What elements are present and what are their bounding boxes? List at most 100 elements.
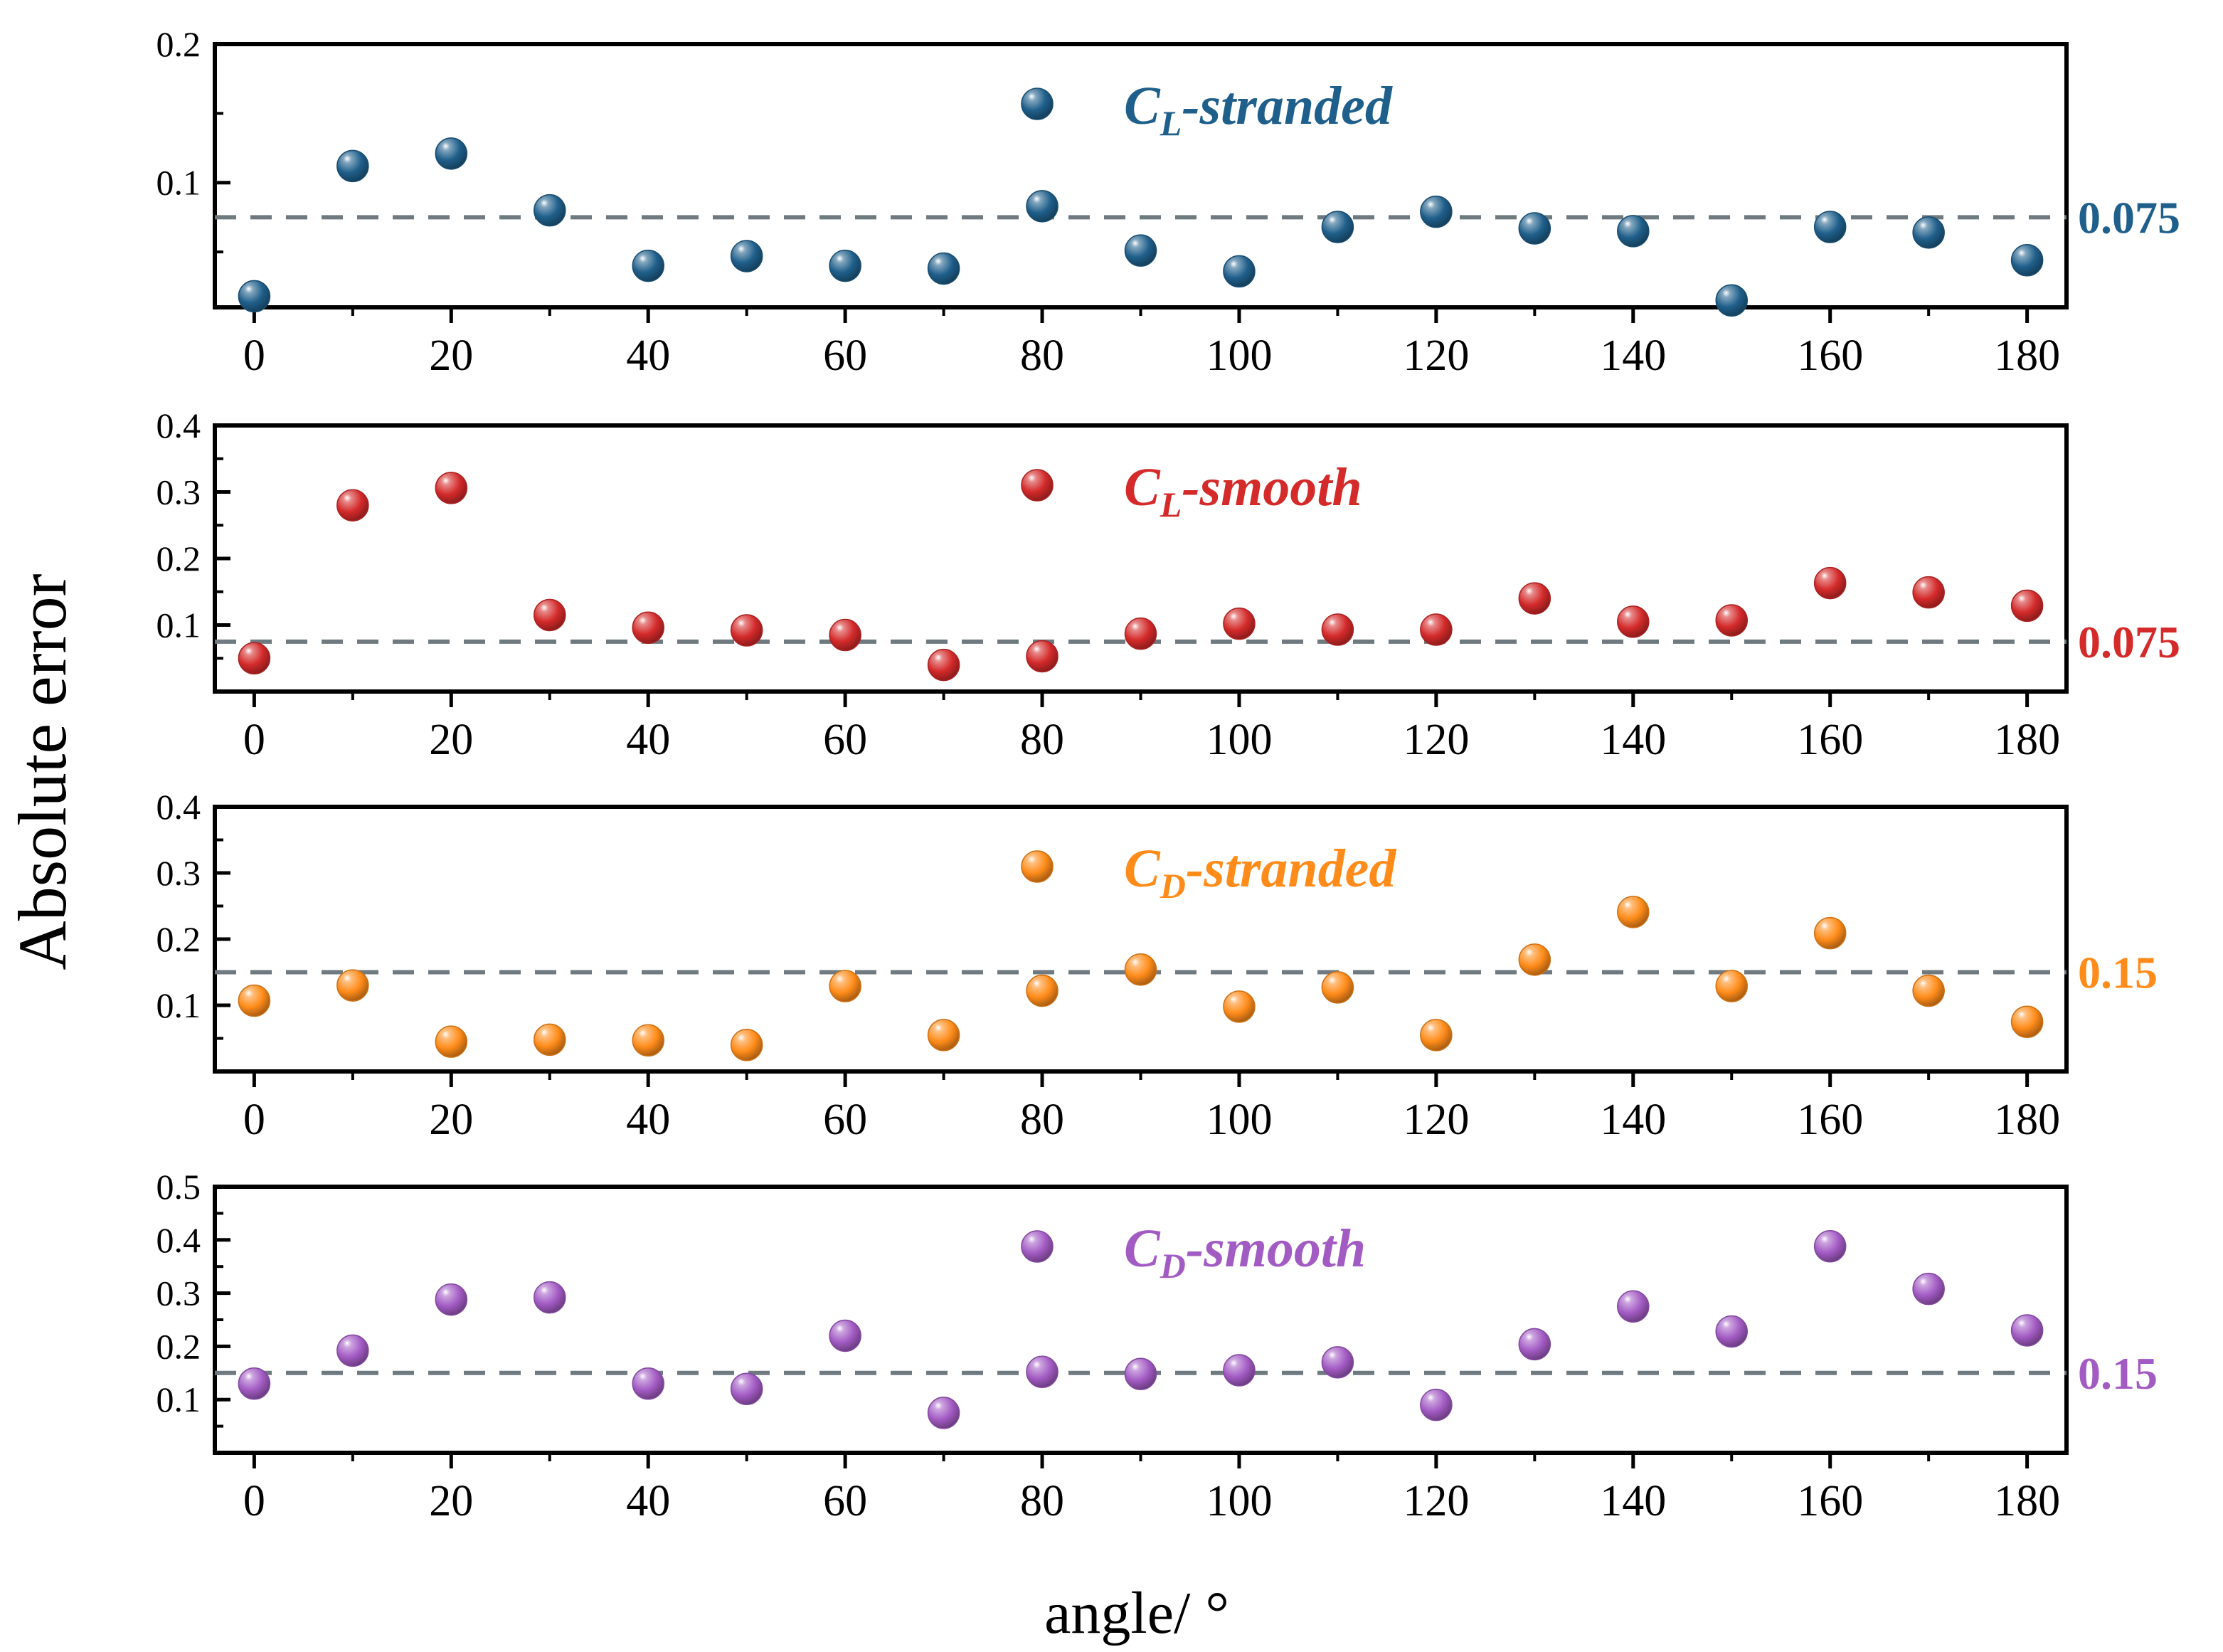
data-point (534, 194, 566, 227)
x-tick-label: 0 (243, 716, 265, 764)
data-point (927, 1397, 960, 1429)
x-tick-label: 40 (626, 1096, 670, 1144)
x-tick-label: 140 (1600, 332, 1666, 380)
y-tick-label: 0.3 (156, 853, 201, 893)
panel-1: 0 20 40 60 80 100 120 140 160 180 0.1 0.2 0.075 CL-st… (156, 24, 2181, 380)
x-tick-label: 180 (1994, 1477, 2060, 1525)
reference-line-label: 0.075 (2078, 192, 2180, 243)
y-tick-label: 0.1 (156, 605, 201, 645)
data-point (632, 1367, 664, 1400)
data-point (1420, 613, 1453, 646)
x-tick-label: 160 (1797, 332, 1863, 380)
y-tick-label: 0.1 (156, 1380, 201, 1419)
data-point (1420, 1388, 1453, 1421)
legend-marker (1021, 850, 1054, 883)
data-point (829, 1319, 861, 1352)
data-point (1223, 1354, 1256, 1387)
x-tick-label: 140 (1600, 716, 1666, 764)
x-tick-label: 120 (1403, 1477, 1469, 1525)
x-tick-label: 100 (1206, 332, 1272, 380)
x-tick-label: 180 (1994, 1096, 2060, 1144)
data-point (1026, 190, 1059, 223)
x-tick-label: 20 (429, 1096, 473, 1144)
data-point (1321, 211, 1354, 243)
x-tick-label: 160 (1797, 716, 1863, 764)
panels: 0 20 40 60 80 100 120 140 160 180 0.1 0.2 0.075 CL-st… (156, 24, 2181, 1525)
x-tick-label: 140 (1600, 1477, 1666, 1525)
data-point (730, 240, 763, 272)
x-tick-label: 160 (1797, 1096, 1863, 1144)
data-point (1617, 605, 1650, 638)
data-point (534, 598, 566, 632)
data-point (2010, 589, 2044, 623)
reference-line-label: 0.15 (2078, 1348, 2158, 1399)
data-point (1223, 607, 1256, 640)
data-point (2010, 1005, 2044, 1038)
data-point (435, 137, 468, 170)
x-tick-label: 100 (1206, 1477, 1272, 1525)
x-tick-label: 40 (626, 1477, 670, 1525)
data-point (1518, 582, 1551, 615)
y-tick-label: 0.2 (156, 1326, 201, 1366)
y-tick-label: 0.2 (156, 919, 201, 959)
legend-marker (1021, 88, 1054, 120)
y-tick-label: 0.3 (156, 1274, 201, 1313)
x-tick-label: 120 (1403, 716, 1469, 764)
data-point (336, 1334, 369, 1367)
data-point (632, 611, 664, 644)
data-point (1026, 1355, 1059, 1389)
y-tick-label: 0.1 (156, 985, 201, 1025)
data-point (435, 472, 468, 504)
data-point (1321, 613, 1354, 646)
data-point (1715, 970, 1748, 1002)
data-point (2010, 244, 2044, 277)
data-point (730, 1372, 763, 1405)
x-tick-label: 100 (1206, 716, 1272, 764)
legend-label: CD-smooth (1124, 1219, 1366, 1286)
data-point (1518, 943, 1551, 976)
legend-marker (1021, 1230, 1054, 1263)
x-tick-label: 0 (243, 1096, 265, 1144)
data-point (1124, 1357, 1157, 1391)
legend-marker (1021, 469, 1054, 502)
data-point (730, 1029, 763, 1061)
x-tick-label: 20 (429, 332, 473, 380)
panel-4: 0 20 40 60 80 100 120 140 160 180 0.1 0.2 0.3 0.4 0.5 0… (156, 1167, 2158, 1525)
y-axis-title: Absolute error (4, 573, 80, 970)
data-point (336, 969, 369, 1002)
data-point (1518, 1328, 1551, 1361)
data-point (829, 970, 861, 1002)
data-point (1617, 896, 1650, 928)
data-point (829, 618, 861, 652)
panel-2: 0 20 40 60 80 100 120 140 160 180 0.1 0.2 0.3 0.4 0.07… (156, 406, 2181, 764)
x-tick-label: 40 (626, 716, 670, 764)
reference-line-label: 0.15 (2078, 948, 2158, 998)
data-point (927, 648, 960, 682)
data-point (1715, 1315, 1748, 1348)
data-point (1715, 284, 1748, 317)
data-point (238, 642, 271, 674)
data-point (336, 489, 369, 521)
data-point (1912, 576, 1945, 609)
data-point (1124, 234, 1157, 267)
data-point (1813, 916, 1847, 950)
data-point (1617, 215, 1650, 248)
y-tick-label: 0.1 (156, 163, 201, 203)
data-point (1124, 953, 1157, 986)
x-tick-label: 60 (823, 332, 867, 380)
data-point (534, 1281, 566, 1314)
x-tick-label: 20 (429, 1477, 473, 1525)
x-tick-label: 180 (1994, 332, 2060, 380)
data-point (927, 1019, 960, 1052)
data-point (1026, 974, 1059, 1007)
y-tick-label: 0.5 (156, 1167, 201, 1207)
y-tick-label: 0.2 (156, 24, 201, 64)
x-axis-title: angle/ ° (1044, 1580, 1229, 1646)
data-point (829, 249, 861, 282)
legend-label: CL-smooth (1124, 457, 1362, 524)
y-tick-label: 0.3 (156, 472, 201, 512)
x-tick-label: 20 (429, 716, 473, 764)
data-point (1715, 604, 1748, 637)
x-tick-label: 40 (626, 332, 670, 380)
